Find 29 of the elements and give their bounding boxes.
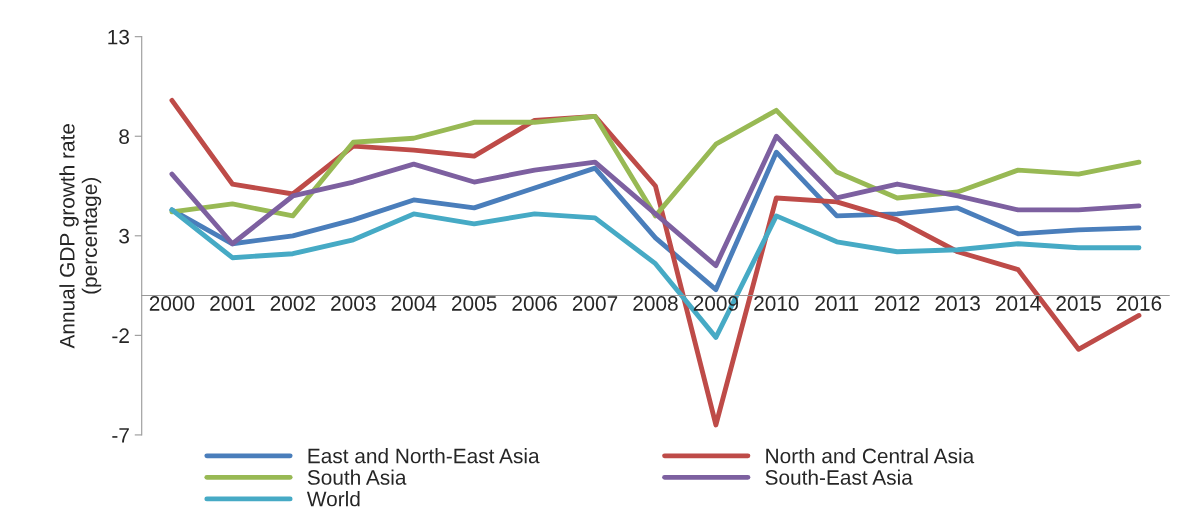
legend-label: North and Central Asia (766, 448, 975, 464)
x-tick-label: 2000 (149, 296, 195, 311)
y-tick-label: 13 (108, 29, 129, 45)
x-tick-label: 2008 (633, 296, 678, 311)
x-tick-label: 2006 (512, 296, 557, 311)
x-tick-label: 2007 (572, 296, 618, 311)
line-series (169, 133, 1142, 269)
y-tick-label: 8 (119, 129, 130, 144)
legend-label: East and North-East Asia (308, 448, 540, 464)
x-tick-label: 2010 (754, 296, 799, 311)
y-tick-label: -7 (112, 428, 129, 443)
x-tick-label: 2011 (815, 296, 859, 311)
legend-label: World (306, 491, 360, 507)
y-tick-label: 3 (119, 228, 129, 244)
y-axis-title: Annual GDP growth rate (percentage) (59, 124, 102, 349)
x-tick-label: 2012 (875, 296, 920, 311)
line-series (169, 107, 1142, 219)
x-tick-label: 2013 (935, 296, 980, 311)
y-tick-label: -2 (112, 328, 129, 343)
x-tick-label: 2001 (210, 296, 255, 311)
x-tick-label: 2015 (1056, 296, 1101, 311)
x-tick-label: 2016 (1116, 296, 1162, 311)
x-tick-label: 2002 (270, 296, 315, 311)
x-tick-label: 2003 (331, 296, 376, 311)
legend-label: South Asia (307, 469, 407, 485)
x-tick-label: 2014 (995, 296, 1041, 311)
x-tick-label: 2004 (391, 296, 437, 311)
x-tick-label: 2005 (452, 296, 497, 311)
legend-label: South-East Asia (765, 469, 913, 485)
